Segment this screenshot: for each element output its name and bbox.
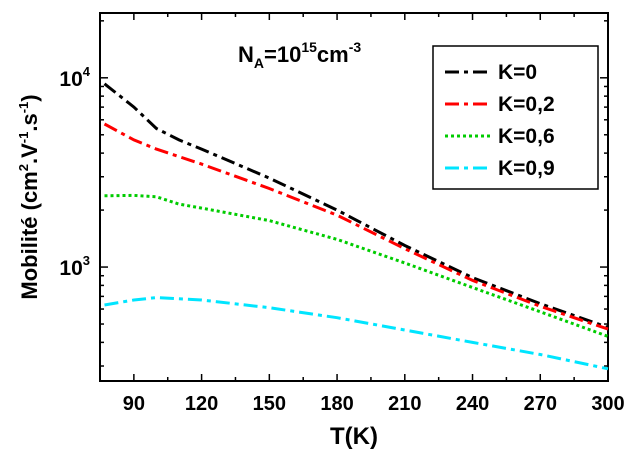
series-line: [104, 296, 609, 371]
axis-ticks: [99, 13, 609, 381]
y-tick-label: 103: [59, 253, 90, 280]
annotation-part: 15: [301, 39, 317, 55]
annotation-part: cm: [317, 42, 349, 67]
x-tick-label: 180: [320, 393, 353, 415]
y-label-part: 2: [16, 164, 31, 171]
y-label-part: -1: [16, 132, 31, 144]
x-tick-label: 270: [524, 393, 557, 415]
y-label-part: Mobilité (cm: [17, 171, 42, 299]
series-line: [104, 193, 609, 338]
x-axis-label: T(K): [330, 423, 378, 450]
x-tick-label: 300: [591, 393, 624, 415]
x-tick-label: 210: [388, 393, 421, 415]
legend-label: K=0,6: [498, 125, 555, 148]
y-tick-base: 10: [59, 257, 82, 280]
series-lines: [103, 82, 609, 371]
annotation-part: -3: [349, 39, 362, 55]
y-axis-label: Mobilité (cm2.V-1.s-1): [16, 94, 42, 299]
x-tick-label: 120: [185, 393, 218, 415]
y-label-part: .s: [17, 113, 42, 131]
legend-box: [432, 45, 599, 190]
annotation-part: N: [238, 42, 254, 67]
y-tick-base: 10: [59, 68, 82, 91]
x-tick-labels: 90 120 150 180 210 240 270 300: [123, 393, 625, 415]
y-tick-label: 104: [59, 64, 90, 91]
y-label-part: .V: [17, 143, 42, 164]
y-label-part: ): [17, 94, 42, 101]
x-tick-label: 240: [456, 393, 489, 415]
legend-label: K=0: [498, 61, 537, 84]
legend-label: K=0,9: [498, 157, 555, 180]
y-tick-exponent: 3: [83, 253, 90, 268]
y-label-part: -1: [16, 102, 31, 114]
legend-label: K=0,2: [498, 93, 555, 116]
annotation-part: A: [254, 55, 264, 71]
x-tick-label: 150: [253, 393, 286, 415]
annotation-part: =10: [264, 42, 301, 67]
x-tick-label: 90: [123, 393, 145, 415]
y-tick-exponent: 4: [83, 64, 91, 79]
legend: K=0 K=0,2 K=0,6 K=0,9: [445, 61, 555, 180]
doping-annotation: NA=1015cm-3: [238, 39, 361, 71]
series-line: [103, 82, 609, 329]
